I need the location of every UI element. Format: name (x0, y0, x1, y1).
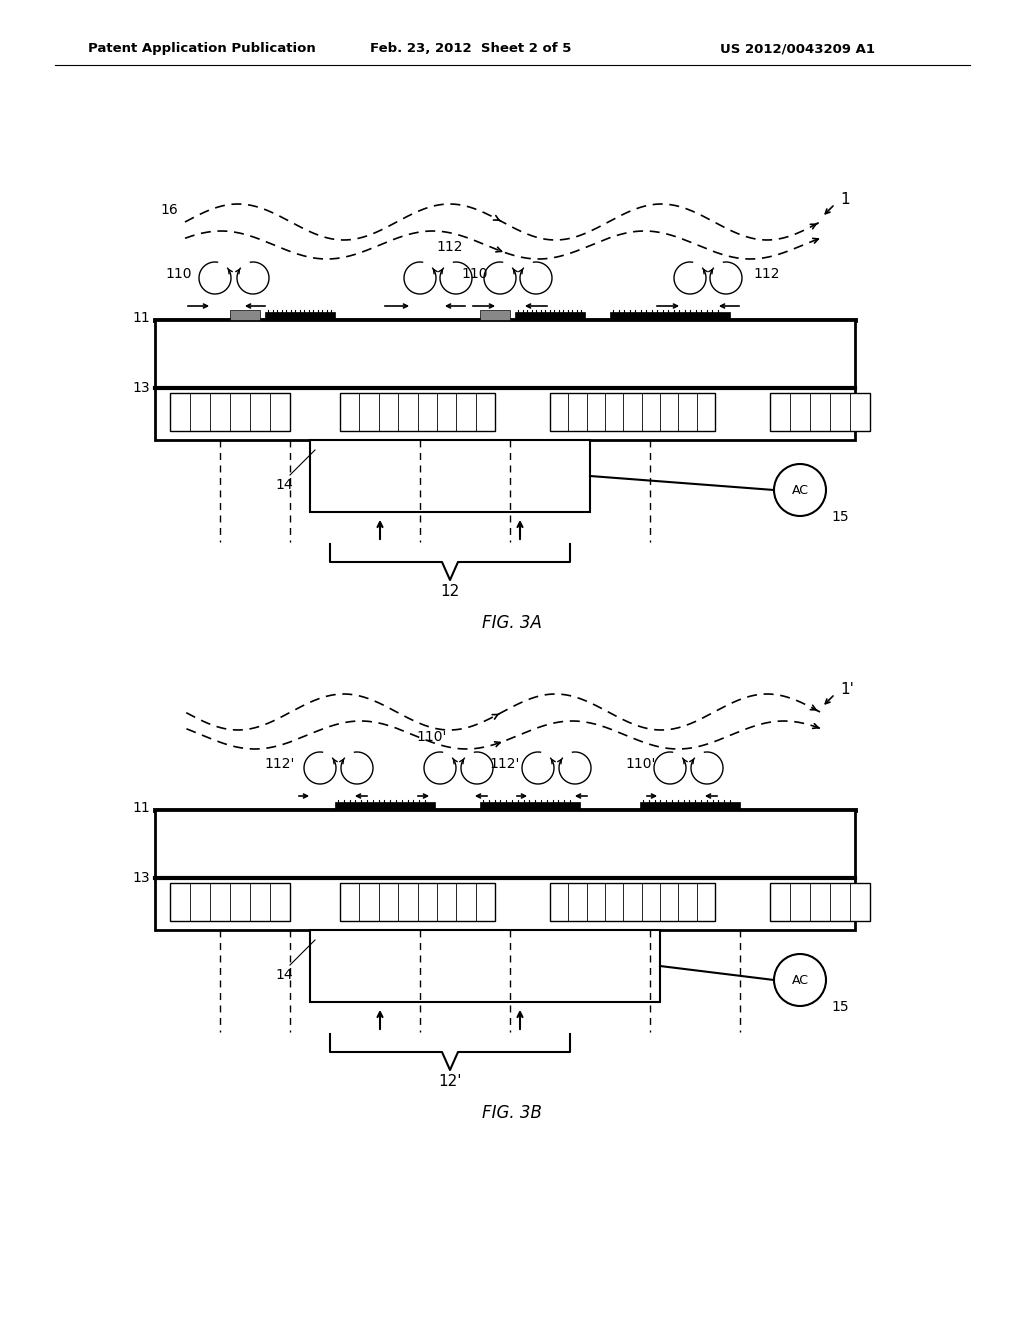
Bar (480, 310, 510, 319)
Text: 110': 110' (417, 730, 447, 744)
Bar (155, 810, 855, 931)
Text: Feb. 23, 2012  Sheet 2 of 5: Feb. 23, 2012 Sheet 2 of 5 (370, 42, 571, 55)
Bar (480, 803, 580, 810)
Text: 110': 110' (626, 756, 656, 771)
Text: 11: 11 (132, 312, 150, 325)
Bar (640, 803, 740, 810)
Text: 15: 15 (831, 1001, 849, 1014)
Text: 14: 14 (275, 478, 293, 492)
Text: 112: 112 (437, 240, 463, 253)
Text: FIG. 3B: FIG. 3B (482, 1104, 542, 1122)
Bar (170, 883, 290, 921)
Text: AC: AC (792, 483, 809, 496)
Text: 13: 13 (132, 381, 150, 395)
Bar (155, 319, 855, 440)
Text: 15: 15 (831, 510, 849, 524)
Text: US 2012/0043209 A1: US 2012/0043209 A1 (720, 42, 874, 55)
Text: 1': 1' (840, 682, 854, 697)
Text: 112': 112' (264, 756, 295, 771)
Bar (770, 883, 870, 921)
Bar (310, 440, 590, 512)
Bar (265, 312, 335, 319)
Text: 112: 112 (753, 267, 779, 281)
Circle shape (774, 954, 826, 1006)
Bar (550, 393, 715, 432)
Circle shape (774, 465, 826, 516)
Text: 1: 1 (840, 193, 850, 207)
Text: 12: 12 (440, 583, 460, 599)
Text: 16: 16 (160, 203, 178, 216)
Text: 13: 13 (132, 871, 150, 884)
Text: Patent Application Publication: Patent Application Publication (88, 42, 315, 55)
Text: 112': 112' (489, 756, 520, 771)
Text: 11: 11 (132, 801, 150, 814)
Bar (770, 393, 870, 432)
Text: 110: 110 (166, 267, 193, 281)
Bar (230, 310, 260, 319)
Text: 110: 110 (462, 267, 488, 281)
Text: FIG. 3A: FIG. 3A (482, 614, 542, 632)
Text: 12': 12' (438, 1074, 462, 1089)
Bar (335, 803, 435, 810)
Bar (340, 393, 495, 432)
Bar (170, 393, 290, 432)
Bar (310, 931, 660, 1002)
Bar (610, 312, 730, 319)
Text: AC: AC (792, 974, 809, 986)
Text: 14: 14 (275, 968, 293, 982)
Bar (340, 883, 495, 921)
Bar (515, 312, 585, 319)
Bar (550, 883, 715, 921)
